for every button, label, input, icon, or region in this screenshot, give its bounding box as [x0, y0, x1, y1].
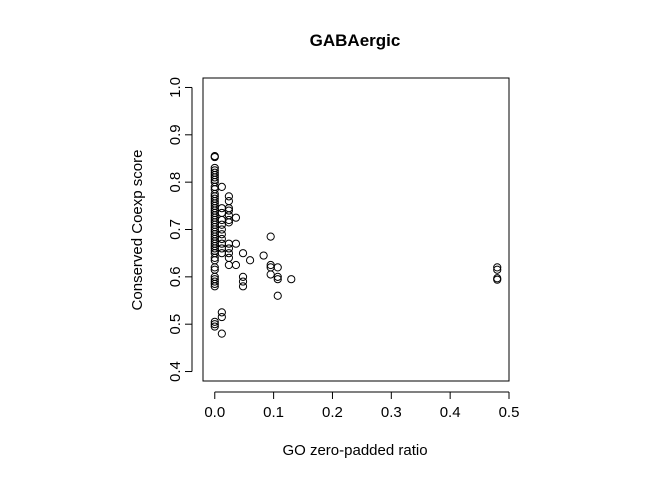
y-axis: 0.4 0.5 0.6 0.7 0.8 0.9 1.0: [167, 77, 193, 382]
data-point: [266, 260, 275, 270]
data-point: [493, 265, 502, 274]
x-axis: 0.0 0.1 0.2 0.3 0.4 0.5: [204, 391, 520, 421]
data-point: [266, 270, 275, 279]
data-point: [231, 260, 241, 270]
data-point: [210, 263, 219, 272]
x-tick-label: 0.0: [204, 404, 225, 421]
data-point: [217, 329, 226, 338]
y-tick-label: 0.7: [167, 219, 184, 240]
x-axis-label: GO zero-padded ratio: [282, 442, 427, 459]
data-point: [210, 173, 219, 182]
data-point: [231, 239, 241, 248]
data-point: [217, 208, 226, 218]
y-tick-label: 0.8: [167, 172, 184, 193]
x-tick-label: 0.5: [499, 404, 520, 421]
x-tick-label: 0.3: [381, 404, 402, 421]
data-point: [217, 249, 226, 258]
data-point: [224, 206, 233, 215]
data-points: [210, 152, 502, 338]
y-tick-label: 0.6: [167, 266, 184, 287]
data-point: [224, 192, 233, 201]
y-tick-label: 0.4: [167, 361, 184, 382]
data-point: [224, 218, 233, 227]
data-point: [245, 256, 255, 265]
data-point: [266, 232, 275, 241]
data-point: [273, 263, 282, 272]
data-point: [273, 272, 282, 281]
data-point: [493, 275, 502, 284]
data-point: [210, 320, 219, 329]
data-point: [238, 272, 248, 281]
data-point: [287, 275, 296, 284]
data-point: [217, 308, 226, 317]
y-tick-label: 0.5: [167, 314, 184, 335]
data-point: [238, 282, 248, 291]
chart-title: GABAergic: [310, 31, 401, 50]
data-point: [259, 251, 268, 260]
data-point: [210, 282, 219, 291]
y-tick-label: 0.9: [167, 124, 184, 145]
x-tick-label: 0.4: [440, 404, 461, 421]
data-point: [224, 215, 233, 225]
data-point: [217, 182, 226, 191]
data-point: [217, 312, 226, 322]
plot-frame: [202, 77, 510, 382]
x-tick-label: 0.1: [263, 404, 284, 421]
y-axis-label: Conserved Coexp score: [129, 150, 146, 311]
data-point: [224, 196, 233, 206]
data-point: [217, 220, 226, 229]
data-point: [493, 263, 502, 272]
data-point: [224, 260, 233, 270]
y-tick-label: 1.0: [167, 77, 184, 98]
x-tick-label: 0.2: [322, 404, 343, 421]
data-point: [224, 253, 233, 263]
data-point: [210, 253, 219, 263]
data-point: [238, 249, 248, 258]
data-point: [210, 277, 219, 286]
data-point: [210, 152, 219, 162]
data-point: [231, 213, 241, 222]
data-point: [217, 234, 226, 244]
data-point: [210, 322, 219, 331]
data-point: [273, 275, 282, 284]
data-point: [210, 279, 219, 289]
data-point: [224, 249, 233, 258]
data-point: [217, 230, 226, 239]
data-point: [224, 244, 233, 253]
data-point: [238, 277, 248, 286]
data-point: [210, 317, 219, 326]
data-point: [217, 225, 226, 234]
data-point: [273, 291, 282, 300]
